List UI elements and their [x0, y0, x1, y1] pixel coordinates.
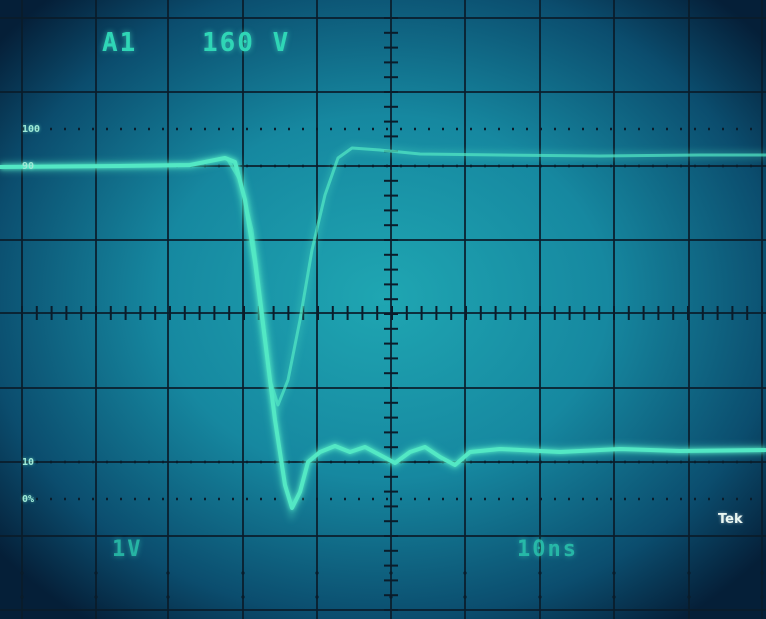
trigger-level-readout: 160 V: [202, 28, 291, 58]
tek-logo: Tek: [718, 512, 743, 527]
secondary-waveform-trace: [226, 146, 766, 407]
grid-dot: [241, 595, 245, 599]
grid-dot: [687, 595, 691, 599]
grid-dot: [94, 571, 98, 575]
grid-dot: [20, 571, 24, 575]
grid-dot: [612, 595, 616, 599]
graticule-mark-100: 100: [22, 124, 41, 135]
grid-dot: [20, 595, 24, 599]
time-per-div-readout: 10ns: [517, 537, 578, 562]
grid-dot: [315, 571, 319, 575]
grid-dot: [166, 595, 170, 599]
grid-dot: [241, 571, 245, 575]
grid-dot: [389, 595, 393, 599]
grid-dot: [687, 571, 691, 575]
grid-dot: [538, 595, 542, 599]
grid-dot: [463, 571, 467, 575]
channel-label: A1: [102, 28, 138, 58]
volts-per-div-readout: 1V: [112, 537, 143, 562]
graticule-mark-0: 0%: [22, 494, 35, 505]
grid-dot: [166, 571, 170, 575]
graticule-mark-90: 90: [22, 161, 35, 172]
grid-dot: [538, 571, 542, 575]
grid-dot: [94, 595, 98, 599]
grid-dot: [760, 571, 764, 575]
grid-dot: [760, 595, 764, 599]
waveform-traces: [0, 143, 766, 522]
grid-dot: [463, 595, 467, 599]
grid-dot: [389, 571, 393, 575]
grid-dot: [612, 571, 616, 575]
graticule-mark-10: 10: [22, 457, 35, 468]
grid-dot: [315, 595, 319, 599]
